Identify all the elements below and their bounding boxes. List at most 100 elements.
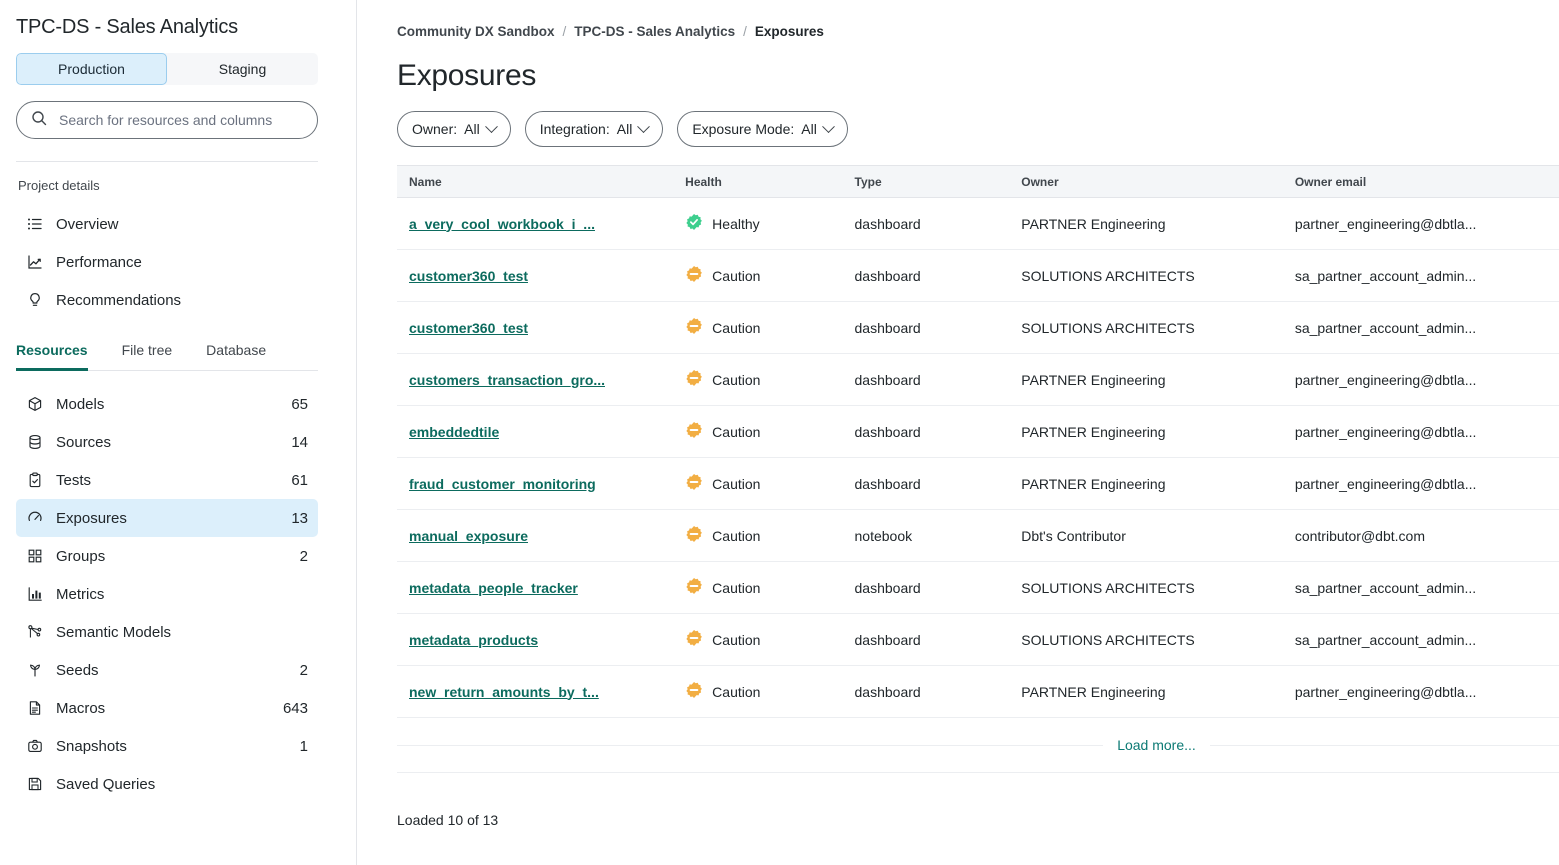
cell-owner: SOLUTIONS ARCHITECTS — [1009, 613, 1283, 666]
filter-integration-label: Integration: — [539, 121, 610, 137]
divider-left — [397, 744, 1104, 746]
column-header-owner[interactable]: Owner — [1009, 165, 1283, 198]
sidebar-item-seeds[interactable]: Seeds 2 — [16, 651, 318, 689]
status-badge: Caution — [712, 579, 761, 596]
load-more-button[interactable]: Load more... — [1117, 737, 1196, 753]
cell-type: dashboard — [842, 249, 1010, 302]
sidebar-item-metrics[interactable]: Metrics — [16, 575, 318, 613]
exposure-link[interactable]: metadata_people_tracker — [409, 579, 578, 596]
exposure-link[interactable]: customer360_test — [409, 267, 529, 284]
filter-bar: Owner: All Integration: All Exposure Mod… — [397, 111, 1559, 147]
sidebar-item-sources[interactable]: Sources 14 — [16, 423, 318, 461]
health-caution-icon — [685, 525, 703, 546]
tab-file-tree[interactable]: File tree — [121, 342, 173, 358]
cell-owner-email: partner_engineering@dbtla... — [1282, 405, 1552, 458]
exposure-link[interactable]: manual_exposure — [409, 527, 529, 544]
tab-database[interactable]: Database — [206, 342, 267, 358]
sidebar-item-overview[interactable]: Overview — [16, 205, 318, 243]
column-header-owner-email[interactable]: Owner email — [1282, 165, 1552, 198]
status-badge: Caution — [712, 319, 761, 336]
cell-owner-email: contributor@dbt.com — [1282, 509, 1552, 562]
cell-owner-email: sa_partner_account_admin... — [1282, 561, 1552, 614]
sidebar-item-recommendations[interactable]: Recommendations — [16, 281, 318, 319]
sidebar-item-label: Metrics — [56, 585, 105, 603]
environment-toggle[interactable]: Production Staging — [16, 53, 318, 85]
cell-health: Caution — [673, 509, 843, 562]
health-caution-icon — [685, 629, 703, 650]
table-row[interactable]: new_return_amounts_by_t... Caution dashboa… — [397, 665, 1559, 718]
cell-health: Caution — [673, 301, 843, 354]
cell-type: dashboard — [842, 665, 1010, 718]
sidebar-item-semantic-models[interactable]: Semantic Models — [16, 613, 318, 651]
table-row[interactable]: metadata_products Caution dashboard SOLUTIO… — [397, 613, 1559, 666]
search-input[interactable] — [57, 111, 303, 129]
cell-name: metadata_people_tracker — [397, 561, 674, 614]
status-badge: Caution — [712, 423, 761, 440]
sidebar-item-groups[interactable]: Groups 2 — [16, 537, 318, 575]
sidebar-divider — [16, 161, 318, 162]
filter-exposure-mode[interactable]: Exposure Mode: All — [677, 111, 848, 147]
cell-owner: PARTNER Engineering — [1009, 457, 1283, 510]
sidebar-item-models[interactable]: Models 65 — [16, 385, 318, 423]
cell-integration: Tableau — [1551, 197, 1559, 250]
sidebar-item-tests[interactable]: Tests 61 — [16, 461, 318, 499]
sidebar-item-label: Tests — [56, 471, 92, 489]
column-header-type[interactable]: Type — [842, 165, 1010, 198]
cell-type: dashboard — [842, 301, 1010, 354]
cell-owner-email: sa_partner_account_admin... — [1282, 301, 1552, 354]
cell-name: embeddedtile — [397, 405, 674, 458]
sidebar-item-label: Snapshots — [56, 737, 127, 755]
sidebar-item-performance[interactable]: Performance — [16, 243, 318, 281]
exposure-link[interactable]: fraud_customer_monitoring — [409, 475, 596, 492]
search-box[interactable] — [16, 101, 318, 139]
filter-integration[interactable]: Integration: All — [524, 111, 664, 147]
exposure-link[interactable]: metadata_products — [409, 631, 539, 648]
cell-owner: PARTNER Engineering — [1009, 353, 1283, 406]
exposure-link[interactable]: a_very_cool_workbook_i_... — [409, 215, 595, 232]
breadcrumb: Community DX Sandbox / TPC-DS - Sales An… — [397, 24, 1559, 39]
cell-name: customer360_test — [397, 249, 674, 302]
cell-owner: PARTNER Engineering — [1009, 405, 1283, 458]
table-row[interactable]: fraud_customer_monitoring Caution dashboar… — [397, 457, 1559, 510]
table-row[interactable]: customers_transaction_gro... Caution dashb… — [397, 353, 1559, 406]
sidebar-item-label: Recommendations — [56, 291, 182, 309]
table-row[interactable]: a_very_cool_workbook_i_... Healthy dashboa… — [397, 197, 1559, 250]
cell-owner: SOLUTIONS ARCHITECTS — [1009, 301, 1283, 354]
exposure-link[interactable]: new_return_amounts_by_t... — [409, 683, 599, 700]
column-header-integration[interactable]: Integration — [1551, 165, 1559, 198]
sidebar-item-exposures[interactable]: Exposures 13 — [16, 499, 318, 537]
env-tab-staging[interactable]: Staging — [218, 61, 267, 77]
tab-resources[interactable]: Resources — [16, 342, 88, 371]
sidebar-item-label: Semantic Models — [56, 623, 172, 641]
list-icon — [26, 215, 44, 233]
exposure-link[interactable]: customers_transaction_gro... — [409, 371, 606, 388]
table-footer: Loaded 10 of 13 Show: 10 Rows — [397, 801, 1559, 839]
sidebar-item-snapshots[interactable]: Snapshots 1 — [16, 727, 318, 765]
cell-owner: Dbt's Contributor — [1009, 509, 1283, 562]
sidebar-item-macros[interactable]: Macros 643 — [16, 689, 318, 727]
filter-integration-value: All — [616, 121, 633, 137]
cell-name: new_return_amounts_by_t... — [397, 665, 674, 718]
status-badge: Caution — [712, 475, 761, 492]
table-row[interactable]: embeddedtile Caution dashboard PARTNER Engi… — [397, 405, 1559, 458]
table-row[interactable]: customer360_test Caution dashboard SOLUTION… — [397, 249, 1559, 302]
table-row[interactable]: metadata_people_tracker Caution dashboard S… — [397, 561, 1559, 614]
column-header-health[interactable]: Health — [673, 165, 843, 198]
cell-owner-email: partner_engineering@dbtla... — [1282, 197, 1552, 250]
breadcrumb-item-project[interactable]: TPC-DS - Sales Analytics — [574, 24, 736, 39]
table-row[interactable]: manual_exposure Caution notebook Dbt's Cont… — [397, 509, 1559, 562]
exposure-link[interactable]: embeddedtile — [409, 423, 500, 440]
cell-integration: Tableau — [1551, 613, 1559, 666]
sidebar-item-label: Sources — [56, 433, 112, 451]
breadcrumb-item-sandbox[interactable]: Community DX Sandbox — [397, 24, 555, 39]
cell-name: customers_transaction_gro... — [397, 353, 674, 406]
env-tab-production[interactable]: Production — [16, 53, 167, 85]
exposure-link[interactable]: customer360_test — [409, 319, 529, 336]
column-header-name[interactable]: Name — [397, 165, 674, 198]
status-badge: Caution — [712, 267, 761, 284]
sidebar-item-saved-queries[interactable]: Saved Queries — [16, 765, 318, 803]
filter-exposure-mode-value: All — [801, 121, 817, 137]
cell-name: a_very_cool_workbook_i_... — [397, 197, 674, 250]
table-row[interactable]: customer360_test Caution dashboard SOLUTION… — [397, 301, 1559, 354]
filter-owner[interactable]: Owner: All — [397, 111, 511, 147]
